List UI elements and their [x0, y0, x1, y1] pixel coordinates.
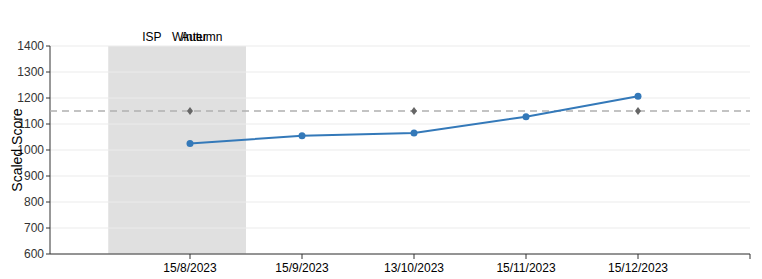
point-marker [187, 140, 194, 147]
y-tick-label: 800 [24, 195, 44, 209]
y-tick-label: 1400 [17, 39, 44, 53]
y-tick-label: 900 [24, 169, 44, 183]
y-tick [46, 46, 50, 47]
grid-line [50, 98, 750, 99]
x-tick [302, 254, 303, 259]
y-axis-label: Scaled Score [9, 108, 25, 191]
y-tick-label: 1200 [17, 91, 44, 105]
band-label: Winter [172, 30, 207, 44]
point-marker [523, 113, 530, 120]
y-tick [46, 228, 50, 229]
series-line [190, 96, 638, 143]
grid-line [50, 176, 750, 177]
x-tick [414, 254, 415, 259]
point-marker [411, 130, 418, 137]
grid-line [50, 72, 750, 73]
grid-line [50, 228, 750, 229]
grid-line [50, 46, 750, 47]
y-tick [46, 150, 50, 151]
x-tick [190, 254, 191, 259]
y-tick-label: 1300 [17, 65, 44, 79]
chart-container: ISPAutumnWinter6007008009001000110012001… [0, 0, 762, 279]
grid-line [50, 254, 750, 255]
y-tick-label: 600 [24, 247, 44, 261]
grid-line [50, 150, 750, 151]
x-tick-label: 15/8/2023 [163, 261, 217, 275]
y-tick-label: 700 [24, 221, 44, 235]
x-axis-end [750, 254, 751, 259]
y-tick [46, 202, 50, 203]
diamond-marker [411, 107, 417, 115]
x-tick-label: 13/10/2023 [384, 261, 444, 275]
x-tick [526, 254, 527, 259]
x-axis [50, 254, 750, 255]
y-axis [50, 46, 51, 254]
y-tick [46, 98, 50, 99]
point-marker [299, 132, 306, 139]
chart: ISPAutumnWinter6007008009001000110012001… [0, 0, 762, 279]
x-tick-label: 15/12/2023 [608, 261, 668, 275]
plot-area [50, 93, 750, 147]
y-tick [46, 176, 50, 177]
grid-line [50, 202, 750, 203]
band-label: ISP [142, 30, 161, 44]
y-tick [46, 124, 50, 125]
diamond-marker [635, 107, 641, 115]
y-tick [46, 72, 50, 73]
x-tick-label: 15/11/2023 [496, 261, 555, 275]
x-tick [638, 254, 639, 259]
point-marker [635, 93, 642, 100]
reference-line [50, 110, 750, 112]
diamond-marker [187, 107, 193, 115]
x-tick-label: 15/9/2023 [275, 261, 329, 275]
grid-line [50, 124, 750, 125]
y-tick [46, 254, 50, 255]
